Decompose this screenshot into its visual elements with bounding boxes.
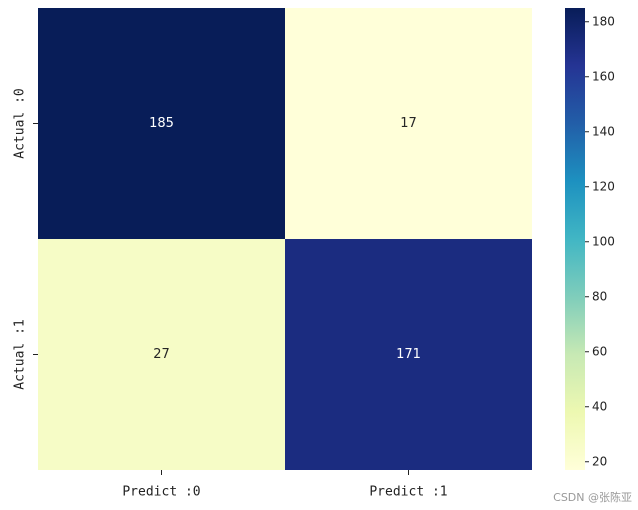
heatmap-cell	[38, 239, 285, 470]
x-tick-label: Predict :0	[122, 485, 200, 500]
heatmap-cell	[285, 239, 532, 470]
y-tick-label: Actual :0	[13, 88, 28, 158]
cell-label: 185	[149, 116, 174, 131]
y-tick-label: Actual :1	[13, 319, 28, 389]
x-tick-label: Predict :1	[369, 485, 447, 500]
colorbar-tick-label: 120	[592, 179, 615, 193]
colorbar-tick-label: 160	[592, 69, 615, 83]
heatmap-cell	[285, 8, 532, 239]
heatmap-cell	[38, 8, 285, 239]
colorbar-tick-label: 140	[592, 124, 615, 138]
colorbar-tick-label: 180	[592, 14, 615, 28]
colorbar-tick-label: 40	[592, 399, 607, 413]
colorbar-tick-label: 100	[592, 234, 615, 248]
colorbar-tick-label: 20	[592, 454, 607, 468]
cell-label: 27	[153, 347, 170, 362]
cell-label: 171	[396, 347, 421, 362]
colorbar	[565, 8, 585, 470]
colorbar-tick-label: 60	[592, 344, 607, 358]
colorbar-tick-label: 80	[592, 289, 607, 303]
cell-label: 17	[400, 116, 417, 131]
watermark: CSDN @张陈亚	[553, 490, 632, 504]
